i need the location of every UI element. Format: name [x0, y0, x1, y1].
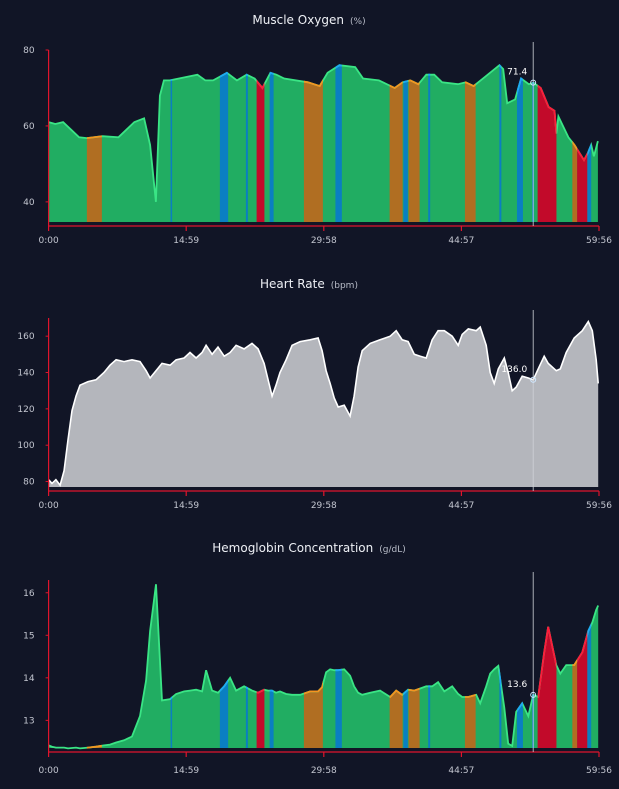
chart-2: Heart Rate (bpm) 80 100 120 140 160 0:00 14:59 29… — [17, 277, 612, 511]
zone-band-orange — [86, 65, 102, 222]
x-tick-label: 14:59 — [173, 236, 199, 246]
y-tick-label: 15 — [23, 631, 34, 641]
y-tick-label: 40 — [23, 198, 35, 208]
zone-band-red — [256, 584, 265, 748]
hover-value-label: 13.6 — [507, 680, 527, 690]
zone-band-orange — [464, 584, 476, 748]
zone-band-blue — [335, 65, 342, 222]
x-tick-label: 29:58 — [311, 236, 337, 246]
chart-1: Muscle Oxygen (%) 40 60 80 0:00 14:59 29:58 44:5… — [23, 13, 612, 246]
zone-band-blue — [403, 65, 408, 222]
x-tick-label: 14:59 — [173, 501, 199, 511]
y-tick-label: 60 — [23, 122, 35, 132]
chart-title-text: Heart Rate — [260, 277, 325, 291]
chart-title: Hemoglobin Concentration (g/dL) — [212, 541, 406, 555]
hover-marker — [530, 691, 537, 698]
zone-band-orange — [389, 65, 403, 222]
chart-unit: (%) — [350, 17, 366, 27]
x-tick-label: 59:56 — [586, 236, 612, 246]
x-tick-label: 29:58 — [311, 766, 337, 776]
zone-band-orange — [86, 584, 102, 748]
chart-title: Heart Rate (bpm) — [260, 277, 358, 291]
zone-band-orange — [464, 65, 476, 222]
zone-band-orange — [389, 584, 403, 748]
zone-band-orange — [572, 584, 578, 748]
area-fill — [48, 321, 599, 487]
x-tick-label: 29:58 — [311, 501, 337, 511]
zone-band-orange — [303, 584, 323, 748]
zone-band-blue — [499, 65, 502, 222]
zone-band-blue — [219, 584, 229, 748]
zone-band-blue — [499, 584, 502, 748]
hover-marker — [530, 79, 537, 86]
chart-title-text: Muscle Oxygen — [252, 13, 344, 27]
zone-band-blue — [245, 65, 248, 222]
zone-band-blue — [170, 65, 173, 222]
zone-band-blue — [587, 584, 592, 748]
zone-band-blue — [516, 584, 523, 748]
zone-band-blue — [219, 65, 229, 222]
y-tick-label: 140 — [17, 369, 34, 379]
y-tick-label: 80 — [23, 46, 35, 56]
zone-band-orange — [408, 584, 420, 748]
zone-band-blue — [587, 65, 592, 222]
zone-band-red — [577, 584, 588, 748]
x-tick-label: 14:59 — [173, 766, 199, 776]
y-tick-label: 13 — [23, 716, 34, 726]
zone-band-blue — [428, 584, 431, 748]
zone-band-blue — [269, 65, 274, 222]
y-tick-label: 80 — [23, 478, 35, 488]
chart-title: Muscle Oxygen (%) — [252, 13, 365, 27]
y-tick-label: 100 — [17, 441, 34, 451]
zone-band-orange — [303, 65, 323, 222]
zone-band-blue — [269, 584, 274, 748]
hover-marker — [530, 376, 537, 383]
y-tick-label: 160 — [17, 332, 34, 342]
zone-band-red — [537, 584, 557, 748]
zone-band-blue — [170, 584, 173, 748]
x-tick-label: 0:00 — [38, 236, 58, 246]
zone-band-red — [256, 65, 265, 222]
x-tick-label: 0:00 — [38, 501, 58, 511]
area-fill — [48, 65, 598, 222]
x-tick-label: 0:00 — [38, 766, 58, 776]
area-fill — [48, 584, 599, 749]
zone-band-blue — [335, 584, 342, 748]
zone-band-orange — [408, 65, 420, 222]
series-line — [48, 319, 599, 487]
chart-title-text: Hemoglobin Concentration — [212, 541, 373, 555]
x-tick-label: 44:57 — [448, 236, 474, 246]
hover-value-label: 71.4 — [507, 68, 527, 78]
zone-band-blue — [516, 65, 523, 222]
chart-unit: (bpm) — [331, 281, 358, 291]
x-tick-label: 59:56 — [586, 501, 612, 511]
zone-line-red — [537, 84, 557, 134]
zone-band-blue — [428, 65, 431, 222]
chart-3: Hemoglobin Concentration (g/dL) 13 14 15 16 0:… — [23, 541, 612, 776]
y-tick-label: 16 — [23, 589, 35, 599]
zone-band-red — [577, 65, 588, 222]
x-tick-label: 44:57 — [448, 766, 474, 776]
y-tick-label: 14 — [23, 674, 35, 684]
zone-band-red — [537, 65, 557, 222]
y-tick-label: 120 — [17, 405, 34, 415]
hover-value-label: 136.0 — [501, 365, 527, 375]
zone-band-blue — [403, 584, 408, 748]
zone-band-orange — [572, 65, 578, 222]
zone-band-blue — [245, 584, 248, 748]
series-line — [48, 584, 600, 750]
chart-unit: (g/dL) — [379, 545, 406, 555]
x-tick-label: 59:56 — [586, 766, 612, 776]
x-tick-label: 44:57 — [448, 501, 474, 511]
